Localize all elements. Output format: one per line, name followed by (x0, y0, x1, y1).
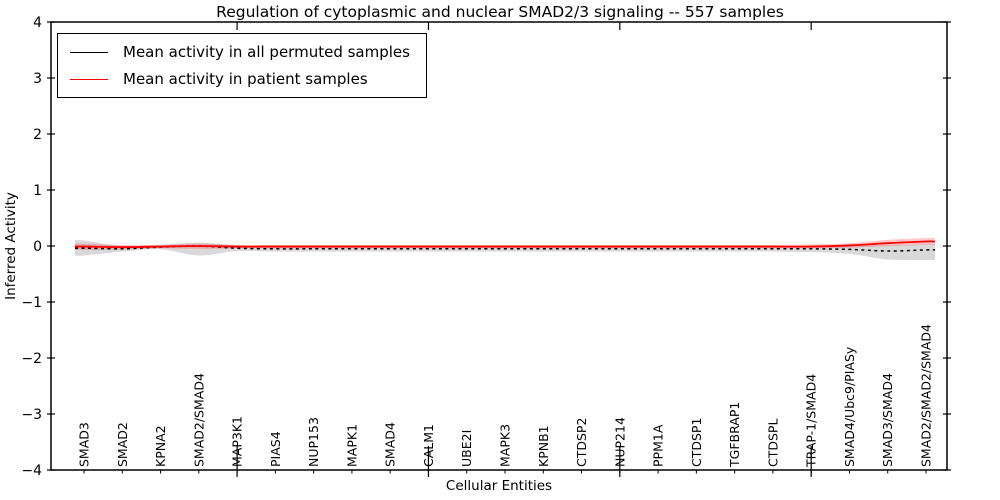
legend-label-patient: Mean activity in patient samples (123, 70, 368, 88)
x-axis-label: Cellular Entities (445, 478, 553, 494)
legend-line-patient (70, 78, 108, 80)
x-tick-label: KPNB1 (536, 425, 551, 467)
x-tick-label: TRAP-1/SMAD4 (804, 374, 819, 468)
x-tick-label: SMAD3 (77, 422, 92, 467)
y-tick-label: 1 (33, 183, 42, 199)
x-tick-label: PPM1A (651, 424, 666, 467)
x-tick-label: TGFBRAP1 (727, 402, 742, 468)
x-tick-label: SMAD2 (115, 422, 130, 467)
x-tick-label: KPNA2 (153, 425, 168, 467)
x-tick-label: CTDSPL (765, 419, 780, 467)
x-tick-label: NUP214 (612, 417, 627, 467)
x-tick-label: SMAD2/SMAD2/SMAD4 (919, 324, 934, 467)
y-tick-label: 2 (33, 127, 42, 143)
y-tick-label: 3 (33, 71, 42, 87)
x-tick-label: SMAD3/SMAD4 (880, 373, 895, 467)
y-tick-label: −2 (21, 351, 42, 367)
x-tick-label: MAPK3 (498, 424, 513, 467)
x-tick-label: NUP153 (306, 417, 321, 467)
y-tick-label: −1 (21, 295, 42, 311)
legend-item-patient: Mean activity in patient samples (70, 70, 410, 88)
x-tick-label: PIAS4 (268, 431, 283, 467)
legend-item-permuted: Mean activity in all permuted samples (70, 43, 410, 61)
x-tick-label: SMAD4/Ubc9/PIASy (842, 346, 857, 467)
x-tick-label: CALM1 (421, 424, 436, 467)
y-tick-label: 0 (33, 239, 42, 255)
legend-label-permuted: Mean activity in all permuted samples (123, 43, 410, 61)
chart-title: Regulation of cytoplasmic and nuclear SM… (216, 3, 784, 21)
x-tick-label: MAP3K1 (230, 416, 245, 467)
permuted-confidence-band (75, 239, 935, 261)
x-tick-label: MAPK1 (344, 424, 359, 467)
x-tick-label: CTDSP1 (689, 418, 704, 467)
x-tick-label: CTDSP2 (574, 418, 589, 467)
y-tick-label: 4 (33, 15, 42, 31)
x-tick-label: SMAD4 (383, 422, 398, 467)
x-tick-label: SMAD2/SMAD4 (191, 373, 206, 467)
legend: Mean activity in all permuted samples Me… (57, 33, 427, 98)
patient-mean-line (74, 240, 936, 249)
legend-line-permuted (70, 51, 108, 53)
y-tick-label: −3 (21, 407, 42, 423)
x-tick-label: UBE2I (459, 430, 474, 467)
y-axis-label: Inferred Activity (3, 192, 19, 300)
y-tick-label: −4 (21, 463, 42, 479)
